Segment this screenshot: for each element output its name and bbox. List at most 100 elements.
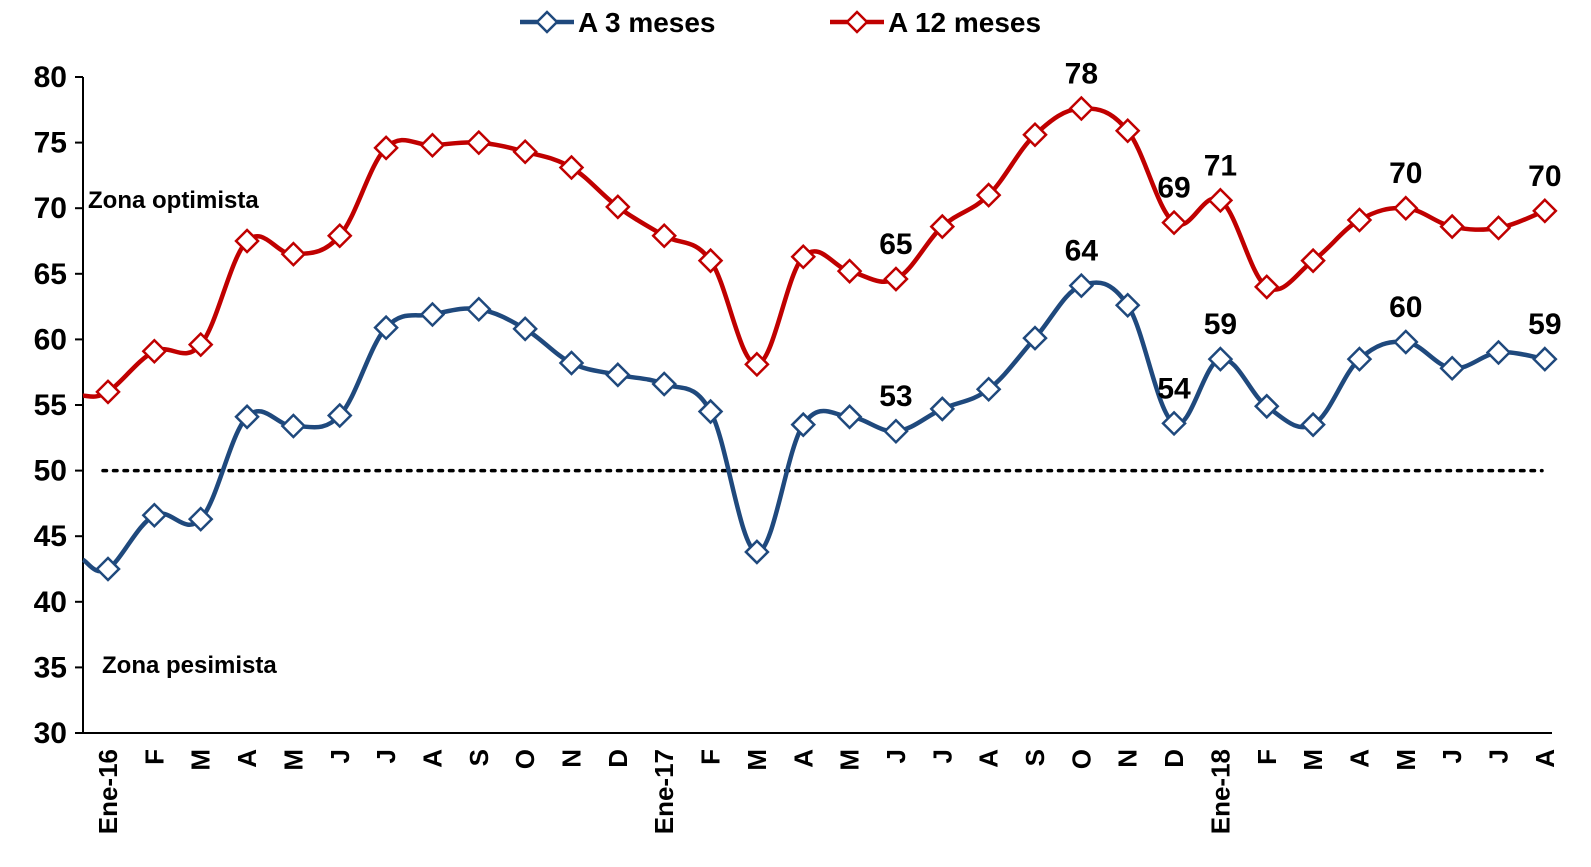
x-tick-label: A: [788, 749, 818, 768]
data-label: 70: [1528, 160, 1561, 193]
y-tick-label: 55: [34, 389, 67, 422]
x-tick-label: F: [139, 749, 169, 765]
data-point: [1022, 121, 1048, 148]
data-point: [466, 296, 492, 322]
data-point: [466, 129, 492, 156]
x-tick-label: A: [974, 749, 1004, 768]
x-tick-label: J: [325, 749, 355, 763]
x-tick-label: D: [1159, 749, 1189, 768]
x-tick-label: F: [1252, 749, 1282, 765]
data-point: [419, 301, 446, 328]
x-tick-label: O: [510, 749, 540, 769]
data-point: [1161, 209, 1187, 236]
y-tick-label: 60: [34, 323, 67, 356]
legend-marker: [845, 10, 869, 34]
y-tick-label: 75: [34, 127, 67, 160]
data-point: [975, 182, 1002, 208]
data-point: [1485, 215, 1512, 241]
x-tick-label: J: [1484, 749, 1514, 763]
x-tick-label: A: [1530, 749, 1560, 768]
data-point: [373, 314, 399, 341]
data-point: [1300, 247, 1326, 274]
data-point: [975, 376, 1002, 403]
x-tick-label: J: [1437, 749, 1467, 763]
x-tick-label: S: [464, 749, 494, 766]
data-point: [1207, 346, 1234, 372]
data-point: [1532, 346, 1558, 372]
data-point: [1485, 339, 1512, 366]
data-point: [1532, 198, 1558, 224]
x-tick-label: Ene-16: [93, 749, 123, 834]
data-point: [697, 247, 724, 274]
data-point: [1346, 207, 1373, 233]
x-axis: Ene-16 F M A M J J A S O N D Ene-17 F M A M J J A S O N D Ene-18…: [83, 732, 1560, 834]
data-point: [883, 418, 909, 445]
data-point: [187, 506, 214, 532]
x-tick-label: A: [417, 749, 447, 768]
data-point: [1300, 411, 1326, 438]
legend-label: A 12 meses: [888, 7, 1041, 38]
data-point: [605, 362, 631, 388]
x-tick-label: Ene-17: [649, 749, 679, 834]
data-label: 53: [879, 380, 912, 413]
x-tick-label: J: [881, 749, 911, 763]
x-tick-label: A: [232, 749, 262, 768]
series-a-3-meses: [81, 272, 1558, 582]
data-point: [512, 139, 538, 165]
x-tick-label: Ene-18: [1205, 749, 1235, 834]
legend-item: A 12 meses: [830, 7, 1041, 38]
data-point: [141, 502, 168, 528]
legend: A 3 meses A 12 meses: [520, 7, 1041, 38]
data-point: [1207, 187, 1234, 214]
x-tick-label: M: [742, 749, 772, 771]
data-point: [651, 222, 677, 249]
data-point: [744, 539, 770, 565]
data-point: [1114, 118, 1141, 144]
data-point: [280, 413, 307, 439]
data-point: [558, 350, 585, 376]
legend-marker: [535, 10, 559, 34]
data-point: [1439, 213, 1465, 240]
series-layer: [81, 95, 1558, 582]
x-tick-label: N: [1113, 749, 1143, 768]
data-point: [234, 404, 260, 430]
data-point: [326, 402, 353, 429]
data-label: 60: [1389, 291, 1422, 324]
data-point: [512, 316, 538, 342]
data-point: [373, 135, 399, 161]
data-point: [790, 411, 817, 438]
data-point: [651, 371, 677, 397]
y-tick-label: 70: [34, 192, 67, 225]
y-tick-label: 30: [34, 717, 67, 750]
zone-optimista-label: Zona optimista: [88, 187, 259, 214]
x-tick-label: S: [1020, 749, 1050, 766]
data-point: [883, 266, 909, 292]
x-tick-label: N: [557, 749, 587, 768]
y-tick-label: 80: [34, 61, 67, 94]
data-point: [1161, 410, 1187, 437]
data-point: [234, 228, 260, 254]
data-point: [1068, 95, 1095, 122]
y-axis: 30 35 40 45 50 55 60 65 70 75 80: [34, 61, 84, 750]
x-tick-label: A: [1344, 749, 1374, 768]
data-point: [1439, 355, 1465, 382]
data-point: [1022, 325, 1048, 351]
data-point: [558, 154, 585, 181]
y-tick-label: 65: [34, 258, 67, 291]
x-tick-label: M: [1391, 749, 1421, 771]
x-tick-label: J: [927, 749, 957, 763]
data-label: 54: [1157, 372, 1191, 405]
data-point: [1068, 272, 1095, 299]
data-point: [1114, 292, 1141, 319]
data-labels: 65 78 69 71 70 70 53 64 54 59 60 59: [879, 57, 1561, 413]
x-tick-label: M: [835, 749, 865, 771]
data-label: 70: [1389, 157, 1422, 190]
data-point: [836, 404, 863, 430]
data-point: [419, 132, 446, 158]
data-label: 78: [1065, 57, 1098, 90]
data-label: 65: [879, 228, 912, 261]
y-tick-label: 50: [34, 455, 67, 488]
x-tick-label: M: [278, 749, 308, 771]
x-tick-label: O: [1066, 749, 1096, 769]
